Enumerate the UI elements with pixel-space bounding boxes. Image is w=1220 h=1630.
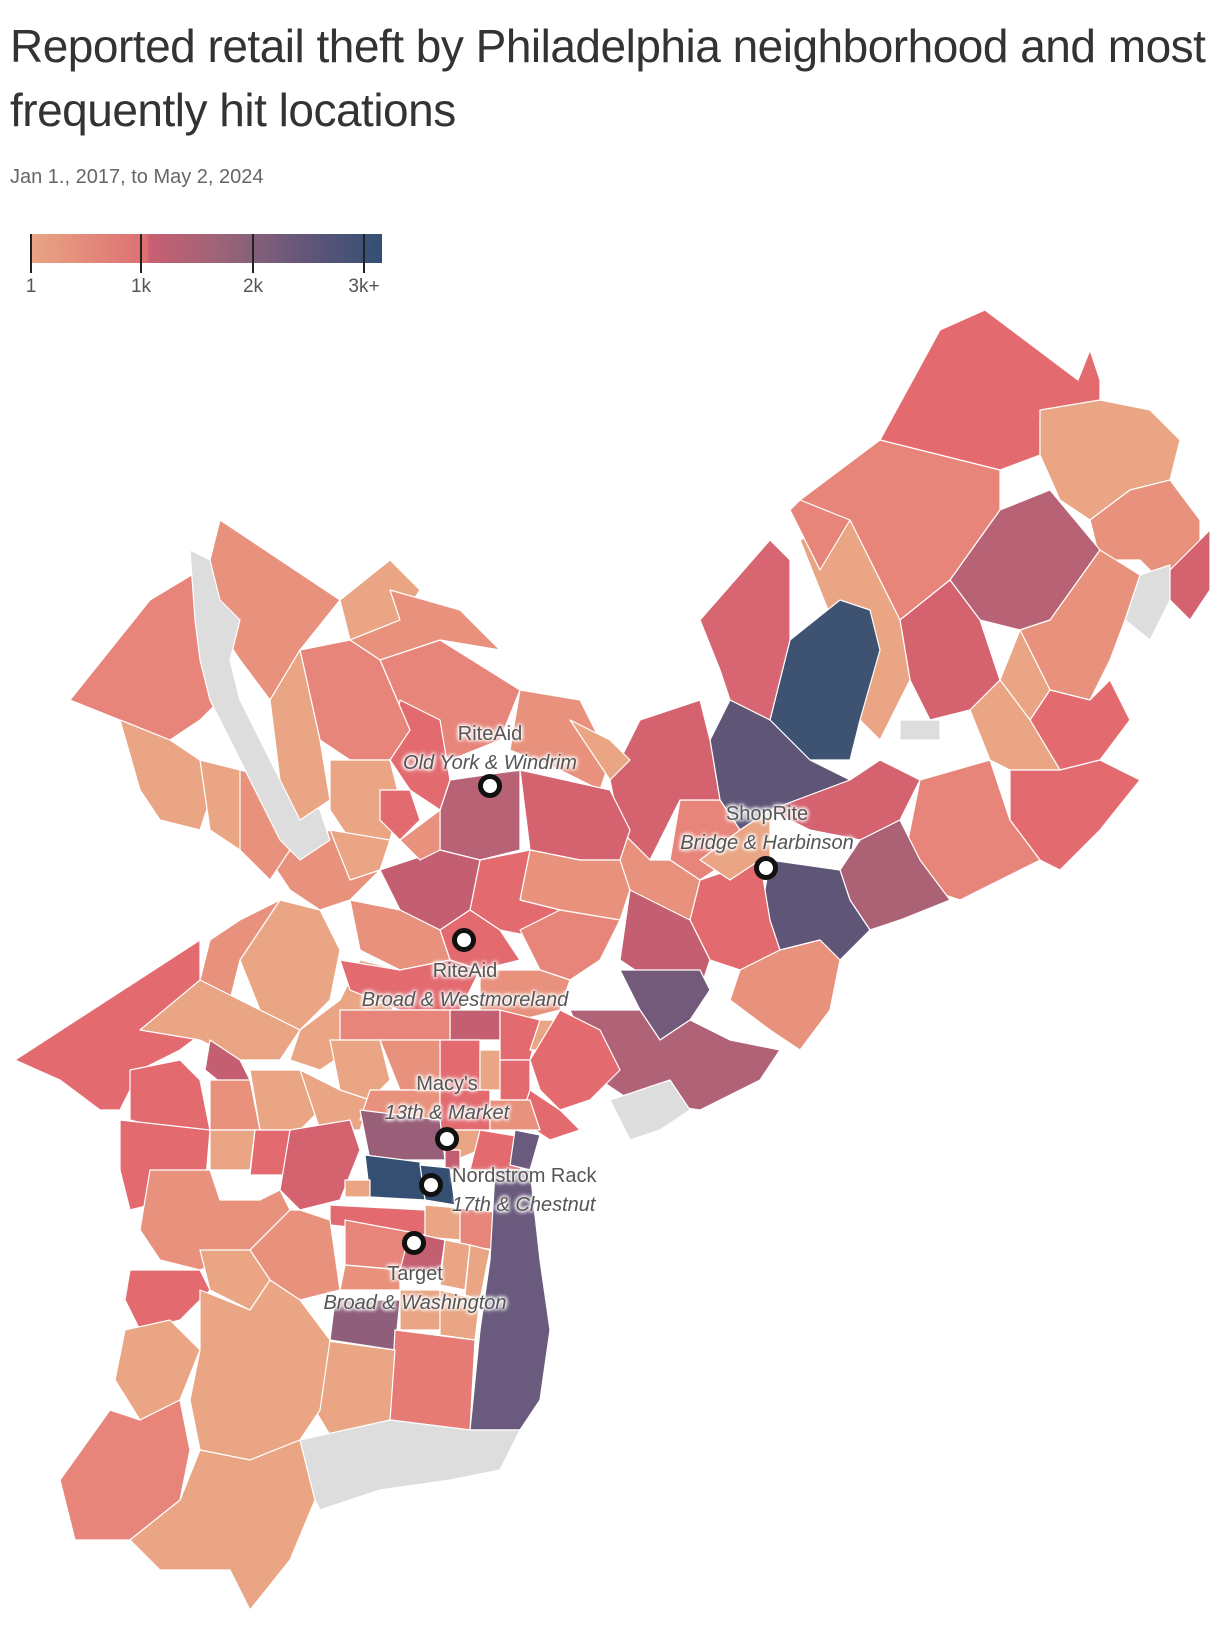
store-address: Old York & Windrim	[403, 752, 577, 774]
neighborhood-region[interactable]	[569, 719, 631, 781]
neighborhood-region[interactable]	[899, 719, 941, 741]
neighborhood-region[interactable]	[699, 539, 791, 721]
neighborhood-region[interactable]	[189, 549, 331, 861]
neighborhood-region[interactable]	[124, 1269, 211, 1331]
store-name: Target	[387, 1263, 443, 1285]
legend-tick-label: 2k	[242, 276, 264, 297]
legend-tick	[252, 234, 254, 273]
legend-gradient-bar	[30, 234, 382, 263]
neighborhood-region[interactable]	[299, 1419, 521, 1511]
store-name: ShopRite	[725, 803, 809, 825]
neighborhood-region[interactable]	[364, 1154, 426, 1201]
neighborhood-region[interactable]	[129, 1059, 211, 1131]
chart-subtitle: Jan 1., 2017, to May 2, 2024	[10, 166, 264, 188]
neighborhood-region[interactable]	[489, 1099, 541, 1131]
neighborhood-region[interactable]	[209, 1129, 256, 1171]
store-address: Broad & Washington	[323, 1292, 507, 1314]
legend-tick	[140, 234, 142, 273]
legend-tick-label: 3k+	[348, 276, 380, 297]
location-marker[interactable]	[402, 1231, 426, 1255]
neighborhood-region[interactable]	[389, 1329, 476, 1431]
neighborhood-region[interactable]	[789, 499, 851, 571]
neighborhood-region[interactable]	[469, 1169, 551, 1431]
neighborhood-region[interactable]	[349, 589, 501, 661]
location-label: Target Broad & Washington	[305, 1260, 525, 1318]
legend-tick-label: 1k	[130, 276, 152, 297]
legend-tick	[30, 234, 32, 273]
store-address: 13th & Market	[384, 1102, 510, 1124]
location-marker[interactable]	[452, 928, 476, 952]
neighborhood-region[interactable]	[299, 639, 411, 761]
neighborhood-region[interactable]	[329, 829, 391, 881]
neighborhood-region[interactable]	[379, 789, 421, 841]
neighborhood-region[interactable]	[189, 1279, 331, 1461]
neighborhood-region[interactable]	[249, 1069, 321, 1131]
neighborhood-region[interactable]	[399, 809, 441, 861]
philadelphia-choropleth-map	[14, 309, 1211, 1611]
location-marker[interactable]	[478, 774, 502, 798]
store-name: RiteAid	[457, 723, 523, 745]
location-label: RiteAid Old York & Windrim	[390, 720, 590, 778]
neighborhood-region[interactable]	[729, 939, 841, 1051]
neighborhood-region[interactable]	[344, 1179, 371, 1198]
location-marker[interactable]	[754, 856, 778, 880]
store-name: Nordstrom Rack	[452, 1165, 597, 1187]
location-label: ShopRite Bridge & Harbinson	[662, 800, 872, 858]
location-marker[interactable]	[419, 1173, 443, 1197]
neighborhood-region[interactable]	[59, 1399, 191, 1541]
store-address: Broad & Westmoreland	[361, 989, 569, 1011]
neighborhood-region[interactable]	[444, 1149, 461, 1171]
store-address: Bridge & Harbinson	[680, 832, 854, 854]
neighborhood-region[interactable]	[609, 1079, 691, 1141]
neighborhood-region[interactable]	[239, 899, 341, 1031]
legend-tick	[363, 234, 365, 273]
chart-title: Reported retail theft by Philadelphia ne…	[10, 20, 1206, 136]
store-name: Macy's	[416, 1073, 478, 1095]
neighborhood-region[interactable]	[114, 1319, 201, 1421]
neighborhood-region[interactable]	[119, 719, 211, 831]
location-label: Nordstrom Rack 17th & Chestnut	[452, 1162, 596, 1220]
location-label: Macy's 13th & Market	[372, 1070, 522, 1128]
neighborhood-region[interactable]	[569, 1009, 781, 1111]
legend-tick-label: 1	[25, 276, 37, 297]
store-address: 17th & Chestnut	[452, 1194, 596, 1216]
color-legend: 1 1k 2k 3k+	[26, 234, 382, 297]
neighborhood-region[interactable]	[339, 959, 481, 1011]
store-name: RiteAid	[432, 960, 498, 982]
neighborhood-region[interactable]	[139, 979, 301, 1061]
location-label: RiteAid Broad & Westmoreland	[345, 957, 585, 1015]
location-marker[interactable]	[435, 1127, 459, 1151]
neighborhood-region[interactable]	[529, 1009, 621, 1111]
